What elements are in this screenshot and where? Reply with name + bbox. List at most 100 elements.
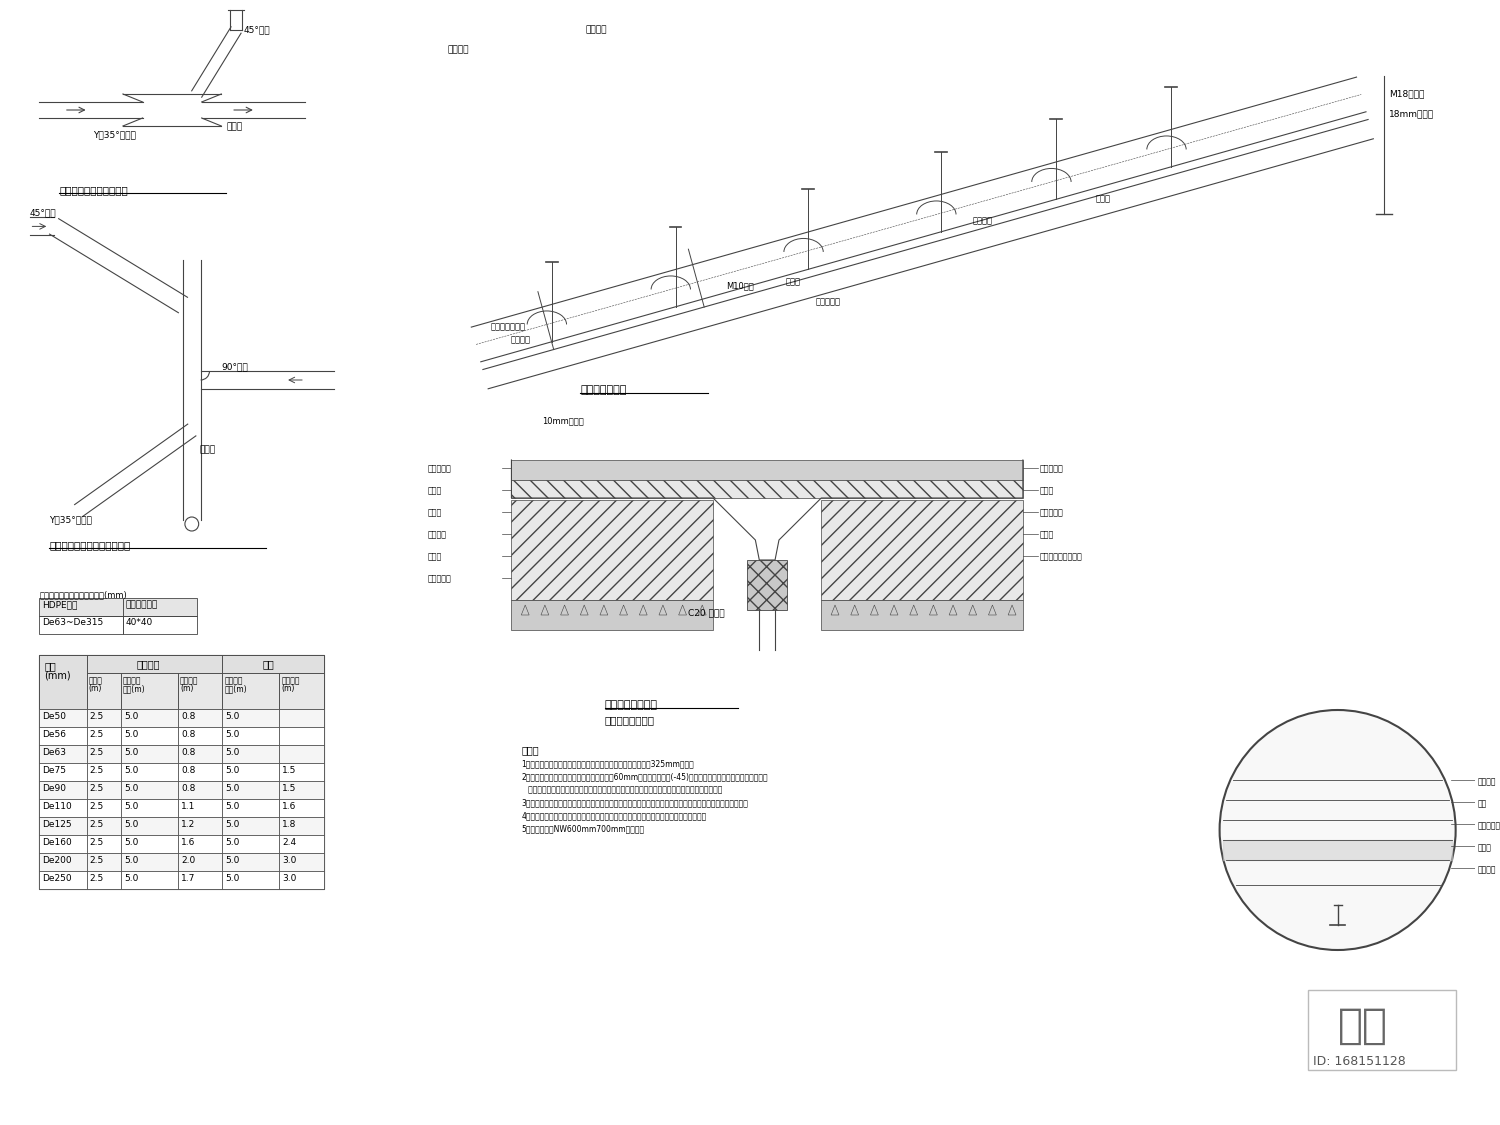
Text: 防水砂浆层: 防水砂浆层 bbox=[427, 464, 451, 472]
Bar bbox=[1308, 990, 1455, 1070]
Bar bbox=[178, 763, 222, 781]
Text: 知末: 知末 bbox=[1338, 1005, 1388, 1047]
Bar bbox=[123, 616, 196, 634]
Circle shape bbox=[1220, 710, 1455, 950]
Text: De56: De56 bbox=[42, 730, 66, 739]
Text: 铺水泥层: 铺水泥层 bbox=[1478, 777, 1496, 786]
Text: 1、下雨水斗，开口尺寸一般为小柯档水窗的范围，口径大则取325mm孔径。: 1、下雨水斗，开口尺寸一般为小柯档水窗的范围，口径大则取325mm孔径。 bbox=[522, 759, 694, 768]
Text: 5.0: 5.0 bbox=[225, 802, 240, 811]
Bar bbox=[39, 853, 87, 871]
Text: 5.0: 5.0 bbox=[225, 856, 240, 865]
Bar bbox=[122, 853, 178, 871]
Text: 1.1: 1.1 bbox=[182, 802, 195, 811]
Text: 管径: 管径 bbox=[45, 662, 56, 670]
Text: 结构层: 结构层 bbox=[427, 552, 442, 561]
Bar bbox=[39, 871, 87, 889]
Text: 虹吸水斗: 虹吸水斗 bbox=[447, 45, 470, 54]
Text: 5.0: 5.0 bbox=[225, 874, 240, 883]
Text: 3.0: 3.0 bbox=[282, 874, 297, 883]
Text: 5.0: 5.0 bbox=[225, 838, 240, 847]
Text: 5.0: 5.0 bbox=[124, 802, 138, 811]
Bar bbox=[178, 781, 222, 799]
Bar bbox=[222, 817, 279, 835]
Text: De160: De160 bbox=[42, 838, 72, 847]
Bar bbox=[279, 817, 324, 835]
Text: 5.0: 5.0 bbox=[225, 784, 240, 793]
Text: De63: De63 bbox=[42, 748, 66, 757]
Text: 柔性层: 柔性层 bbox=[1040, 486, 1054, 495]
Bar bbox=[178, 871, 222, 889]
Bar bbox=[279, 763, 324, 781]
Text: 管卡间距: 管卡间距 bbox=[282, 676, 300, 685]
Bar bbox=[178, 745, 222, 763]
Bar bbox=[178, 673, 222, 709]
Bar bbox=[512, 600, 712, 630]
Bar bbox=[39, 709, 87, 727]
Text: 2、雨水斗限之，为展来雨水尺寸收集局效枖60mm范围，头端对准(-45)，为展来雨水气枯期覆盖公尺寸主助。: 2、雨水斗限之，为展来雨水尺寸收集局效枖60mm范围，头端对准(-45)，为展来… bbox=[522, 772, 768, 781]
Text: 5、雨水斗内水NW600mm700mm内尺寸。: 5、雨水斗内水NW600mm700mm内尺寸。 bbox=[522, 824, 645, 832]
Text: 45°弯头: 45°弯头 bbox=[30, 208, 56, 217]
Text: 找坡层: 找坡层 bbox=[1040, 530, 1054, 539]
Text: 5.0: 5.0 bbox=[225, 748, 240, 757]
Text: 管卡间距: 管卡间距 bbox=[180, 676, 198, 685]
Bar bbox=[279, 709, 324, 727]
Text: De125: De125 bbox=[42, 820, 72, 829]
Text: 5.0: 5.0 bbox=[124, 766, 138, 775]
Text: De63~De315: De63~De315 bbox=[42, 618, 104, 627]
Text: 1.7: 1.7 bbox=[182, 874, 195, 883]
Bar bbox=[822, 500, 1023, 600]
Text: De90: De90 bbox=[42, 784, 66, 793]
Text: 找坡层: 找坡层 bbox=[427, 508, 442, 518]
Bar bbox=[178, 799, 222, 817]
Bar bbox=[87, 745, 122, 763]
Text: 40*40: 40*40 bbox=[126, 618, 153, 627]
Bar bbox=[279, 745, 324, 763]
Text: Y型35°斜三通: Y型35°斜三通 bbox=[50, 515, 92, 524]
Text: 支管接入主悬吊管大样图: 支管接入主悬吊管大样图 bbox=[58, 184, 128, 195]
Bar bbox=[222, 853, 279, 871]
Text: (m): (m) bbox=[180, 684, 194, 693]
Text: 固定管卡: 固定管卡 bbox=[123, 676, 141, 685]
Text: 间距(m): 间距(m) bbox=[224, 684, 248, 693]
Bar bbox=[39, 655, 87, 709]
Bar bbox=[87, 781, 122, 799]
Bar bbox=[87, 799, 122, 817]
Bar bbox=[87, 871, 122, 889]
Bar bbox=[87, 853, 122, 871]
Bar bbox=[122, 781, 178, 799]
Text: 找坡层: 找坡层 bbox=[1478, 843, 1491, 852]
Text: 主输卡: 主输卡 bbox=[786, 277, 801, 286]
Text: 首先、将雨水斗的外圆加工指定，不得将冰封不满，体系分层分别进行，接水平面与屋面水平。: 首先、将雨水斗的外圆加工指定，不得将冰封不满，体系分层分别进行，接水平面与屋面水… bbox=[522, 785, 723, 794]
Bar bbox=[122, 817, 178, 835]
Text: 虽然雨水方形管管箍规格尺寸(mm): 虽然雨水方形管管箍规格尺寸(mm) bbox=[39, 590, 128, 598]
Text: 结构层（混凝土板）: 结构层（混凝土板） bbox=[1040, 552, 1083, 561]
Text: 5.0: 5.0 bbox=[124, 730, 138, 739]
Bar bbox=[222, 655, 324, 673]
Bar bbox=[87, 673, 122, 709]
Bar bbox=[222, 727, 279, 745]
Text: 2.0: 2.0 bbox=[182, 856, 195, 865]
Text: 混凝土天沟内安装: 混凝土天沟内安装 bbox=[604, 716, 656, 724]
Bar bbox=[279, 871, 324, 889]
Text: 3、雨水斗内进水平面应低于附近屋面，使雨水不丢失，屋面雨水层面流向雨水斗。莫必采用高精度地均区子。: 3、雨水斗内进水平面应低于附近屋面，使雨水不丢失，屋面雨水层面流向雨水斗。莫必采… bbox=[522, 798, 748, 807]
Bar bbox=[87, 763, 122, 781]
Bar bbox=[122, 835, 178, 853]
Bar bbox=[122, 745, 178, 763]
Bar bbox=[512, 500, 712, 600]
Bar bbox=[222, 871, 279, 889]
Text: 固定系统大样图: 固定系统大样图 bbox=[580, 385, 627, 395]
Text: De75: De75 bbox=[42, 766, 66, 775]
Bar bbox=[87, 655, 222, 673]
Text: C20 混凝土: C20 混凝土 bbox=[688, 608, 724, 616]
Bar bbox=[122, 709, 178, 727]
Text: 两条吊管接入同一立管大样图: 两条吊管接入同一立管大样图 bbox=[50, 540, 130, 550]
Text: 5.0: 5.0 bbox=[225, 730, 240, 739]
Text: 间距(m): 间距(m) bbox=[123, 684, 146, 693]
Bar bbox=[222, 835, 279, 853]
Bar bbox=[178, 835, 222, 853]
Bar bbox=[822, 600, 1023, 630]
Text: 2.5: 2.5 bbox=[90, 730, 104, 739]
Bar bbox=[39, 835, 87, 853]
Text: 0.8: 0.8 bbox=[182, 712, 195, 721]
Bar bbox=[279, 727, 324, 745]
